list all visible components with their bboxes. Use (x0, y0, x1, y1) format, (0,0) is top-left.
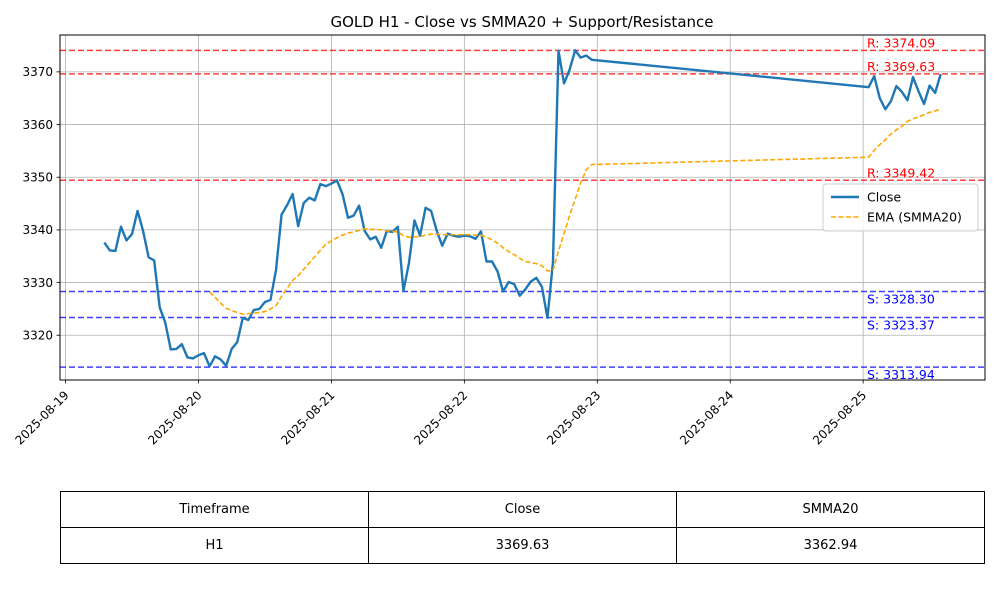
y-tick-label: 3330 (22, 276, 53, 290)
legend: Close EMA (SMMA20) (822, 183, 979, 232)
table-header-cell: Timeframe (60, 491, 369, 528)
x-tick-label: 2025-08-22 (411, 388, 470, 447)
x-tick-label: 2025-08-23 (544, 388, 603, 447)
support-label: S: 3313.94 (867, 367, 935, 382)
resistance-label: R: 3374.09 (867, 35, 935, 50)
plot-frame (59, 34, 986, 381)
support-label: S: 3328.30 (867, 292, 935, 307)
table-row: H1 3369.63 3362.94 (60, 527, 985, 564)
legend-smma-label: EMA (SMMA20) (867, 210, 962, 225)
series (103, 49, 942, 368)
x-tick-label: 2025-08-25 (810, 388, 869, 447)
legend-box (822, 183, 979, 232)
y-tick-label: 3350 (22, 171, 53, 185)
table-header-cell: SMMA20 (676, 491, 985, 528)
resistance-label: R: 3349.42 (867, 165, 935, 180)
table-cell-close: 3369.63 (368, 527, 677, 564)
support-label: S: 3323.37 (867, 317, 935, 332)
x-tick-label: 2025-08-20 (145, 388, 204, 447)
x-tick-label: 2025-08-19 (12, 388, 71, 447)
smma20-line (208, 108, 941, 315)
close-line (103, 49, 942, 368)
table-cell-smma20: 3362.94 (676, 527, 985, 564)
x-tick-label: 2025-08-24 (677, 388, 736, 447)
x-tick-label: 2025-08-21 (278, 388, 337, 447)
y-tick-label: 3320 (22, 329, 53, 343)
table-cell-timeframe: H1 (60, 527, 369, 564)
table-header-cell: Close (368, 491, 677, 528)
summary-table: Timeframe Close SMMA20 H1 3369.63 3362.9… (60, 491, 985, 564)
chart-title: GOLD H1 - Close vs SMMA20 + Support/Resi… (330, 13, 713, 31)
legend-close-label: Close (867, 190, 901, 205)
axis-ticks: 3320 3330 3340 3350 3360 3370 2025-08-19 2025-0… (12, 65, 869, 447)
resistance-label: R: 3369.63 (867, 59, 935, 74)
y-tick-label: 3340 (22, 223, 53, 237)
table-header-row: Timeframe Close SMMA20 (60, 491, 985, 528)
chart: GOLD H1 - Close vs SMMA20 + Support/Resi… (12, 13, 986, 447)
y-tick-label: 3360 (22, 118, 53, 132)
level-labels: R: 3374.09 R: 3369.63 R: 3349.42 S: 3328.30… (867, 35, 935, 382)
y-tick-label: 3370 (22, 65, 53, 79)
